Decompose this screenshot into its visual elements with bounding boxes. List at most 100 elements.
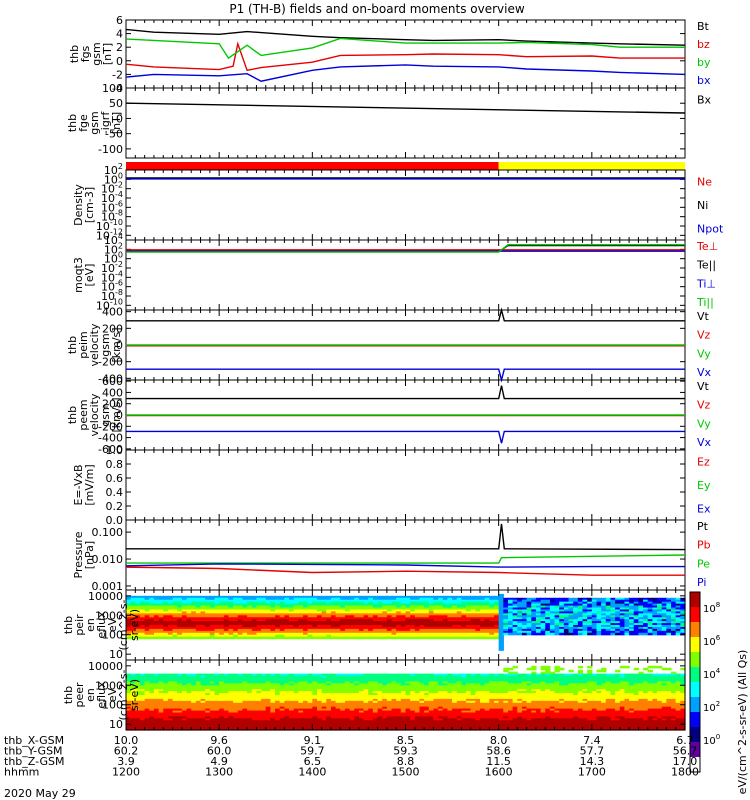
heatmap-cell	[647, 601, 653, 605]
heatmap-cell	[470, 613, 476, 616]
heatmap-cell	[256, 726, 262, 729]
heatmap-cell	[349, 619, 355, 622]
heatmap-cell	[237, 613, 244, 616]
heatmap-cell	[554, 623, 560, 626]
heatmap-cell	[284, 722, 290, 725]
heatmap-cell	[461, 607, 467, 611]
heatmap-cell	[424, 623, 430, 626]
heatmap-cell	[666, 613, 672, 616]
heatmap-cell	[396, 630, 402, 634]
heatmap-cell	[298, 601, 304, 605]
heatmap-cell	[191, 677, 197, 681]
heatmap-cell	[475, 599, 481, 603]
heatmap-cell	[303, 632, 309, 636]
heatmap-cell	[237, 615, 244, 618]
heatmap-cell	[209, 696, 216, 700]
heatmap-cell	[265, 634, 272, 638]
heatmap-cell	[261, 685, 267, 688]
heatmap-cell	[126, 613, 132, 616]
heatmap-cell	[279, 685, 285, 688]
heatmap-cell	[247, 691, 253, 694]
heatmap-cell	[447, 607, 453, 611]
heatmap-cell	[615, 603, 621, 607]
heatmap-cell	[153, 621, 160, 624]
heatmap-cell	[484, 603, 490, 607]
heatmap-cell	[200, 700, 206, 704]
heatmap-cell	[470, 599, 476, 603]
heatmap-cell	[545, 599, 551, 603]
heatmap-cell	[601, 605, 607, 609]
heatmap-cell	[452, 634, 458, 638]
heatmap-cell	[470, 617, 476, 620]
heatmap-cell	[652, 597, 658, 601]
heatmap-cell	[191, 689, 197, 692]
heatmap-cell	[316, 628, 323, 632]
legend-label: Vy	[697, 347, 711, 360]
heatmap-cell	[517, 613, 523, 616]
y-tick-label: 100	[104, 171, 123, 186]
heatmap-cell	[368, 632, 374, 636]
heatmap-cell	[279, 710, 285, 714]
heatmap-cell	[615, 613, 621, 616]
heatmap-cell	[372, 634, 379, 638]
heatmap-cell	[303, 677, 309, 681]
heatmap-cell	[200, 617, 206, 620]
heatmap-cell	[601, 613, 607, 616]
heatmap-cell	[377, 611, 383, 614]
heatmap-cell	[191, 691, 197, 694]
heatmap-cell	[177, 625, 183, 628]
heatmap-cell	[521, 632, 528, 636]
legend-label: Ne	[697, 176, 712, 189]
heatmap-cell	[223, 716, 230, 719]
heatmap-cell	[349, 611, 355, 614]
heatmap-cell	[172, 619, 178, 622]
heatmap-cell	[256, 626, 262, 630]
heatmap-cell	[344, 613, 351, 616]
heatmap-cell	[191, 625, 197, 628]
heatmap-cell	[181, 609, 188, 612]
heatmap-cell	[251, 718, 258, 721]
heatmap-cell	[177, 728, 183, 731]
heatmap-cell	[177, 626, 183, 630]
heatmap-cell	[540, 601, 546, 605]
heatmap-cell	[172, 603, 178, 607]
heatmap-cell	[587, 601, 593, 605]
heatmap-cell	[167, 617, 174, 620]
heatmap-cell	[494, 597, 500, 601]
heatmap-cell	[261, 619, 267, 622]
heatmap-cell	[144, 728, 150, 731]
heatmap-cell	[293, 675, 299, 679]
heatmap-cell	[610, 613, 616, 616]
heatmap-cell	[307, 605, 313, 609]
heatmap-cell	[205, 617, 211, 620]
heatmap-cell	[153, 623, 160, 626]
heatmap-cell	[153, 619, 160, 622]
heatmap-cell	[256, 712, 262, 716]
heatmap-cell	[279, 626, 285, 630]
heatmap-cell	[261, 679, 267, 682]
heatmap-cell	[177, 599, 183, 603]
heatmap-cell	[293, 625, 299, 628]
heatmap-cell	[289, 687, 295, 690]
heatmap-cell	[326, 623, 332, 626]
heatmap-cell	[410, 597, 416, 601]
heatmap-cell	[480, 597, 486, 601]
heatmap-cell	[200, 681, 206, 684]
heatmap-cell	[242, 679, 248, 682]
heatmap-cell	[633, 625, 640, 628]
heatmap-cell	[247, 595, 253, 599]
heatmap-cell	[512, 615, 518, 618]
heatmap-cell	[228, 603, 234, 607]
heatmap-cell	[605, 609, 612, 612]
heatmap-cell	[144, 714, 150, 717]
heatmap-cell	[265, 595, 272, 599]
heatmap-cell	[177, 706, 183, 710]
heatmap-cell	[629, 628, 635, 632]
heatmap-cell	[233, 607, 239, 611]
heatmap-cell	[377, 630, 383, 634]
heatmap-cell	[289, 677, 295, 681]
heatmap-cell	[554, 599, 560, 603]
heatmap-cell	[466, 601, 472, 605]
heatmap-cell	[195, 611, 202, 614]
heatmap-cell	[149, 687, 155, 690]
